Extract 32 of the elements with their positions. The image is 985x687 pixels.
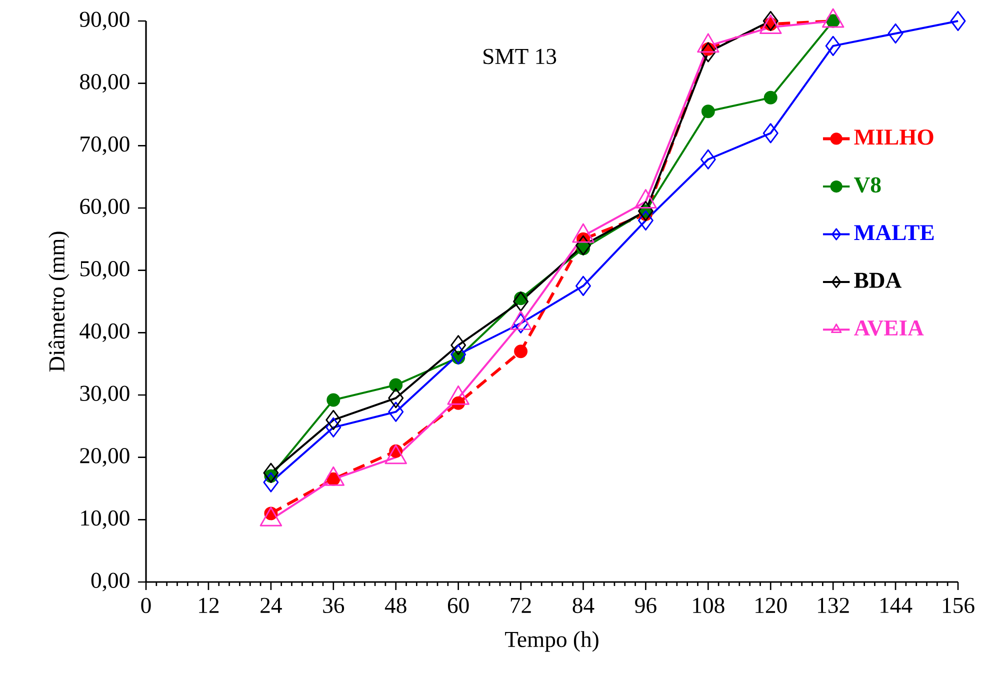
legend-label: MILHO bbox=[854, 130, 934, 145]
x-tick-label: 120 bbox=[756, 598, 787, 614]
x-tick-label: 24 bbox=[260, 598, 282, 613]
y-tick-label: 10,00 bbox=[81, 510, 130, 529]
legend-label: BDA bbox=[854, 272, 902, 288]
x-tick-label: 96 bbox=[635, 598, 656, 614]
y-tick-label: 80,00 bbox=[80, 74, 130, 93]
x-tick-label: 108 bbox=[693, 598, 724, 614]
legend-label: V8 bbox=[854, 177, 881, 193]
x-tick-label: 0 bbox=[141, 598, 151, 614]
legend-label: MALTE bbox=[854, 225, 934, 240]
x-tick-label: 144 bbox=[880, 598, 912, 613]
x-tick-label: 156 bbox=[942, 598, 974, 614]
y-tick-label: 30,00 bbox=[80, 386, 130, 404]
legend-label: AVEIA bbox=[854, 320, 924, 336]
y-axis-title: Diâmetro (mm) bbox=[48, 232, 70, 372]
x-tick-label: 60 bbox=[448, 598, 469, 614]
y-tick-label: 40,00 bbox=[80, 323, 130, 342]
x-tick-label: 132 bbox=[818, 598, 849, 614]
text: SMT 13 bbox=[484, 48, 556, 64]
x-axis-title: Tempo (h) bbox=[505, 631, 598, 652]
x-tick-label: 48 bbox=[384, 598, 406, 614]
x-tick-label: 72 bbox=[510, 598, 531, 613]
y-tick-label: 0,00 bbox=[91, 572, 130, 592]
y-tick-label: 50,00 bbox=[80, 261, 130, 280]
y-tick-label: 90,00 bbox=[80, 12, 130, 30]
x-tick-label: 36 bbox=[323, 598, 344, 614]
y-tick-label: 70,00 bbox=[80, 136, 130, 155]
x-tick-label: 84 bbox=[572, 598, 594, 614]
x-tick-label: 12 bbox=[199, 598, 219, 613]
y-tick-label: 60,00 bbox=[80, 198, 130, 218]
y-tick-label: 20,00 bbox=[80, 448, 130, 467]
